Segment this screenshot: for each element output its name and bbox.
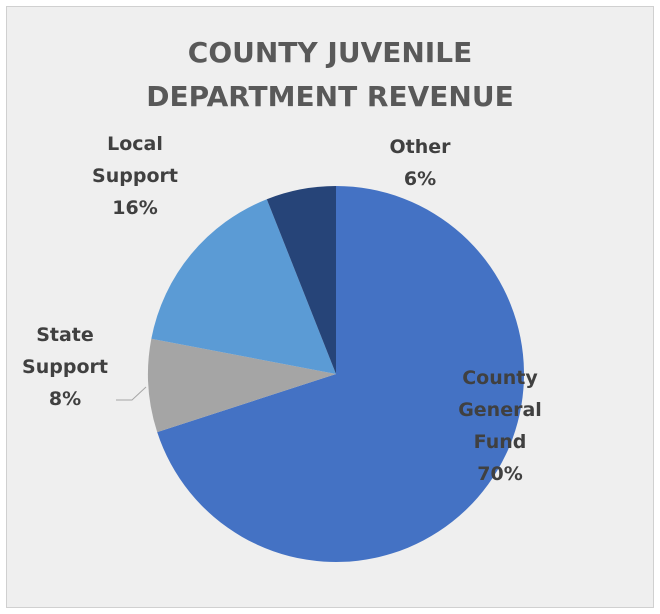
slice-percent: 16% [112, 197, 157, 219]
slice-label-line: State [36, 324, 94, 346]
pie-slice-0 [157, 186, 524, 562]
slice-label-2: Local Support 16% [92, 133, 178, 219]
leader-lines [116, 386, 147, 401]
chart-title-line-2: DEPARTMENT REVENUE [146, 80, 514, 113]
slice-percent: 70% [477, 463, 522, 485]
slice-label-line: General [458, 399, 542, 421]
slice-label-line: Support [92, 165, 178, 187]
slice-percent: 6% [404, 168, 436, 190]
slice-label-line: Other [389, 136, 451, 158]
slice-label-0: County General Fund 70% [458, 367, 542, 485]
slice-label-line: Support [22, 356, 108, 378]
chart-title: COUNTY JUVENILE DEPARTMENT REVENUE [7, 31, 653, 119]
pie-slice-3 [266, 186, 336, 374]
pie-slice-1 [147, 338, 336, 433]
slice-label-1: State Support 8% [22, 324, 108, 410]
chart-title-line-1: COUNTY JUVENILE [187, 36, 473, 69]
slice-label-3: Other 6% [389, 136, 451, 190]
pie-slice-2 [151, 199, 336, 374]
pie-slices [147, 186, 524, 562]
leader-line-state-support [116, 386, 147, 401]
slice-label-line: Fund [474, 431, 527, 453]
slice-percent: 8% [49, 388, 81, 410]
slice-label-line: County [462, 367, 538, 389]
slice-labels: County General Fund 70% State Support 8% Local S… [22, 133, 542, 485]
slice-label-line: Local [107, 133, 163, 155]
